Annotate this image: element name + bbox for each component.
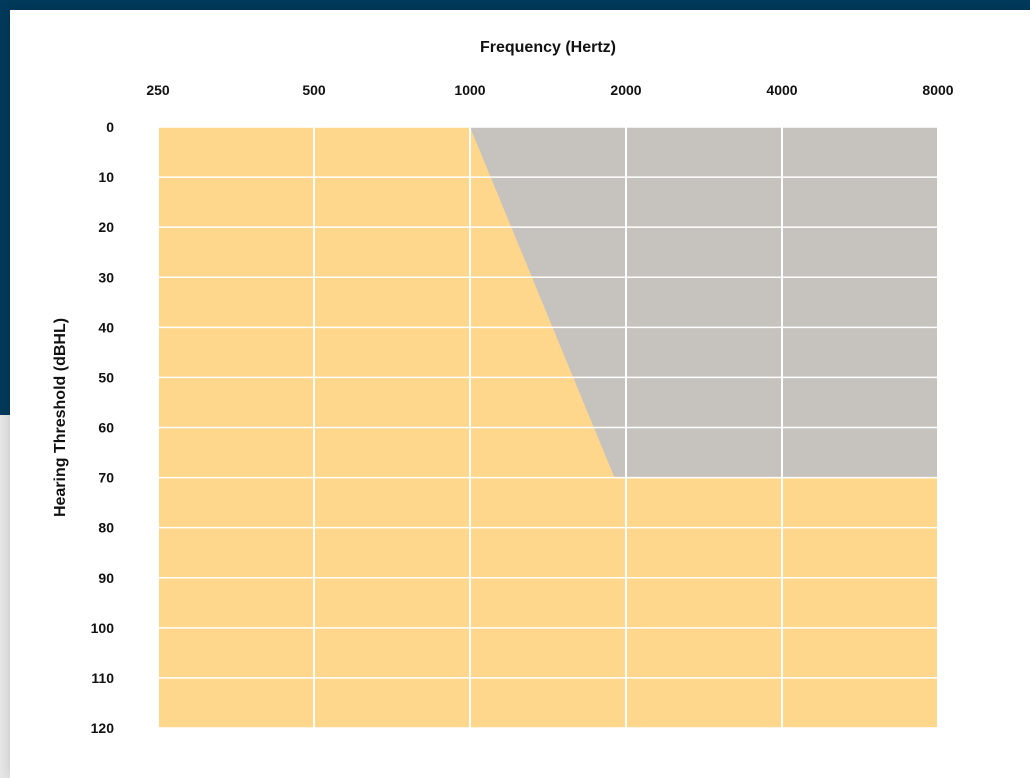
audiogram-chart: 250 500 1000 2000 4000 8000 0 10 20 30 40 50 60 70 80 9… xyxy=(52,39,954,736)
y-axis-title: Hearing Threshold (dBHL) xyxy=(52,318,69,517)
y-tick-label-110: 110 xyxy=(91,670,114,686)
y-tick-label-0: 0 xyxy=(106,119,114,135)
x-axis-title: Frequency (Hertz) xyxy=(480,39,616,56)
y-tick-label-30: 30 xyxy=(98,269,114,285)
y-tick-label-60: 60 xyxy=(98,420,114,436)
axis-labels: 250 500 1000 2000 4000 8000 0 10 20 30 40 50 60 70 80 9… xyxy=(91,82,954,736)
x-tick-label-4000: 4000 xyxy=(766,82,797,98)
y-tick-label-50: 50 xyxy=(98,369,114,385)
y-tick-label-10: 10 xyxy=(98,169,114,185)
x-tick-label-2000: 2000 xyxy=(610,82,641,98)
y-tick-label-80: 80 xyxy=(98,520,114,536)
grid xyxy=(157,126,939,729)
y-tick-label-70: 70 xyxy=(98,470,114,486)
y-tick-label-100: 100 xyxy=(91,620,115,636)
y-tick-label-120: 120 xyxy=(91,720,115,736)
x-tick-label-8000: 8000 xyxy=(922,82,953,98)
audiogram-card: 250 500 1000 2000 4000 8000 0 10 20 30 40 50 60 70 80 9… xyxy=(10,10,1030,778)
shaded-region-0 xyxy=(470,127,938,478)
x-tick-label-500: 500 xyxy=(302,82,326,98)
y-tick-label-90: 90 xyxy=(98,570,114,586)
x-tick-label-250: 250 xyxy=(146,82,170,98)
y-tick-label-20: 20 xyxy=(98,219,114,235)
x-tick-label-1000: 1000 xyxy=(454,82,485,98)
y-tick-label-40: 40 xyxy=(98,319,114,335)
